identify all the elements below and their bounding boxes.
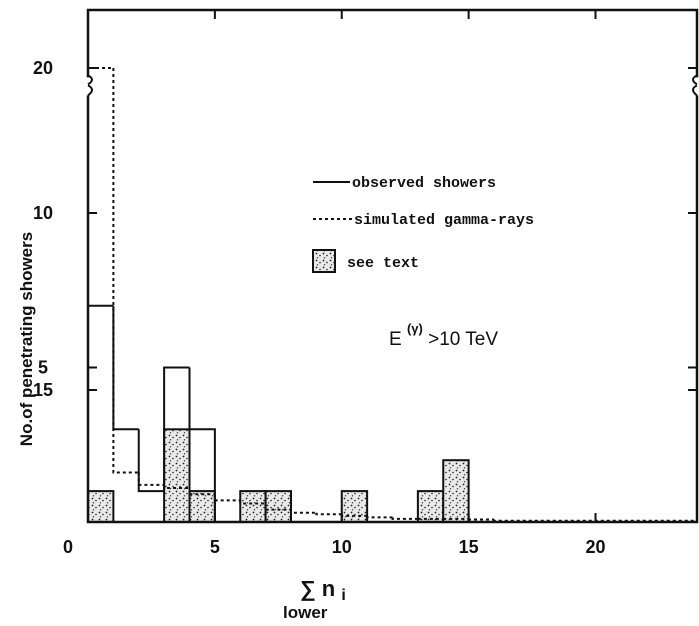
energy-annotation-base: E [389, 329, 402, 350]
x-axis-label-main: ∑ n [300, 576, 335, 601]
axis-break-marks [84, 74, 699, 97]
axis-break-curve-upper [87, 74, 93, 86]
observed-step [163, 366, 190, 492]
axis-break-curve-lower [87, 84, 93, 97]
simulated-step [315, 512, 342, 516]
legend-observed-label: observed showers [352, 175, 496, 192]
y-axis-label: No.of penetrating showers [17, 232, 36, 446]
energy-annotation: E (γ) >10 TeV [389, 317, 498, 350]
tick-labels: 0 5 10 15 20 5 10 15 20 [33, 58, 606, 557]
simulated-step [467, 518, 494, 521]
simulated-step [290, 509, 317, 514]
energy-annotation-superscript: (γ) [407, 321, 423, 336]
stippled-bar [442, 459, 470, 524]
stippled-bar [87, 490, 115, 524]
y-tick-label: 5 [38, 358, 48, 378]
simulated-step [87, 67, 114, 522]
y-tick-label: 10 [33, 203, 53, 223]
simulated-step [188, 488, 215, 496]
x-axis-label-lower: lower [283, 603, 328, 622]
stippled-bar [340, 490, 369, 524]
plot-frame [86, 8, 699, 524]
legend-stipple-swatch [312, 249, 336, 273]
stippled-bar [264, 490, 292, 524]
x-axis-label: ∑ n i [300, 576, 346, 604]
x-tick-label: 0 [63, 537, 73, 557]
legend-see-text-label: see text [347, 255, 419, 272]
y-tick-label: 15 [33, 380, 53, 400]
simulated-step [213, 494, 241, 502]
x-tick-label: 10 [332, 537, 352, 557]
x-axis-label-subscript: i [341, 587, 345, 604]
observed-step [87, 304, 114, 522]
stippled-bar [239, 490, 267, 524]
simulated-step [366, 515, 393, 519]
stippled-bar [416, 490, 445, 524]
legend: observed showers simulated gamma-rays se… [312, 175, 534, 273]
observed-series [87, 304, 216, 522]
energy-annotation-text: >10 TeV [428, 329, 498, 350]
y-tick-label: 20 [33, 58, 53, 78]
x-tick-label: 20 [585, 537, 605, 557]
simulated-step [239, 500, 266, 505]
observed-step [137, 429, 165, 493]
x-tick-label: 5 [210, 537, 220, 557]
stippled-bar [188, 490, 216, 524]
stippled-bar [163, 428, 191, 523]
simulated-step [112, 68, 139, 474]
observed-step [112, 305, 139, 431]
simulated-step [391, 517, 418, 520]
simulated-step [264, 503, 291, 511]
axis-break-curve-upper [692, 74, 698, 86]
axis-break-curve-lower [692, 84, 698, 97]
axis-ticks [88, 10, 697, 522]
x-tick-label: 15 [459, 537, 479, 557]
simulated-step [137, 472, 165, 486]
stippled-bars [87, 428, 470, 524]
legend-simulated-label: simulated gamma-rays [354, 212, 534, 229]
observed-step [188, 367, 216, 522]
